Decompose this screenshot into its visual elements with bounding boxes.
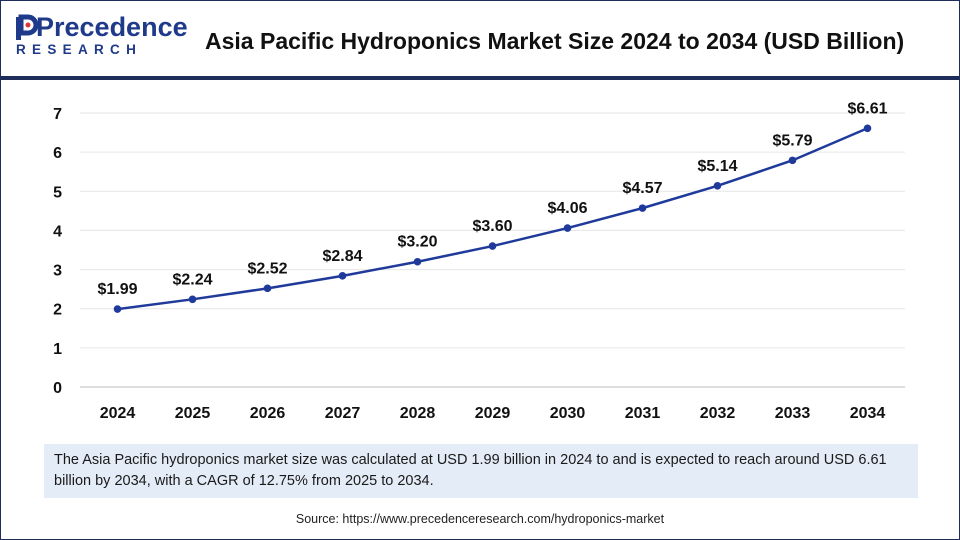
data-point (413, 257, 422, 266)
x-tick-label: 2024 (100, 405, 136, 422)
data-point (563, 224, 572, 232)
brand-logo: Precedence RESEARCH (14, 12, 188, 64)
y-tick-label: 5 (53, 184, 62, 201)
data-point (863, 124, 872, 133)
x-tick-label: 2034 (850, 405, 886, 422)
x-tick-label: 2032 (700, 405, 736, 422)
logo-subtitle: RESEARCH (16, 42, 143, 57)
data-label: $2.84 (322, 248, 362, 265)
y-tick-label: 7 (53, 106, 62, 123)
y-tick-label: 3 (53, 263, 62, 280)
logo-wordmark: Precedence (36, 12, 188, 42)
y-tick-label: 1 (53, 341, 62, 358)
data-label: $5.14 (697, 158, 737, 175)
x-tick-label: 2025 (175, 405, 211, 422)
x-tick-label: 2031 (625, 405, 661, 422)
y-tick-label: 4 (53, 223, 62, 240)
x-tick-label: 2029 (475, 405, 511, 422)
data-point (338, 272, 347, 280)
y-tick-label: 0 (53, 380, 62, 397)
data-label: $4.57 (622, 180, 662, 197)
y-tick-label: 2 (53, 302, 62, 319)
data-label: $2.24 (172, 271, 212, 288)
page-title: Asia Pacific Hydroponics Market Size 202… (205, 28, 905, 54)
data-label: $1.99 (97, 281, 137, 298)
summary-note: The Asia Pacific hydroponics market size… (44, 444, 918, 498)
data-label: $5.79 (772, 132, 812, 149)
header: Precedence RESEARCH Asia Pacific Hydropo… (0, 0, 960, 75)
x-tick-label: 2027 (325, 405, 361, 422)
x-tick-label: 2026 (250, 405, 286, 422)
logo-mark-icon (16, 14, 38, 40)
data-label: $4.06 (547, 200, 587, 217)
data-point (188, 295, 197, 304)
header-divider (0, 76, 960, 80)
y-tick-label: 6 (53, 145, 62, 162)
data-point (638, 204, 647, 212)
data-point (113, 305, 122, 313)
data-label: $3.20 (397, 234, 437, 251)
line-chart: 0 1 2 3 4 5 6 7 2024 2025 2026 2027 2028 2029 2030 2031… (53, 100, 905, 422)
data-label: $3.60 (472, 218, 512, 235)
data-point (713, 182, 722, 190)
data-point (788, 156, 797, 165)
x-tick-label: 2030 (550, 405, 586, 422)
data-label: $6.61 (847, 100, 887, 117)
data-label: $2.52 (247, 260, 287, 277)
data-point (488, 242, 497, 250)
x-tick-label: 2033 (775, 405, 811, 422)
x-tick-label: 2028 (400, 405, 436, 422)
data-point (263, 284, 272, 293)
source-line: Source: https://www.precedenceresearch.c… (295, 512, 665, 526)
